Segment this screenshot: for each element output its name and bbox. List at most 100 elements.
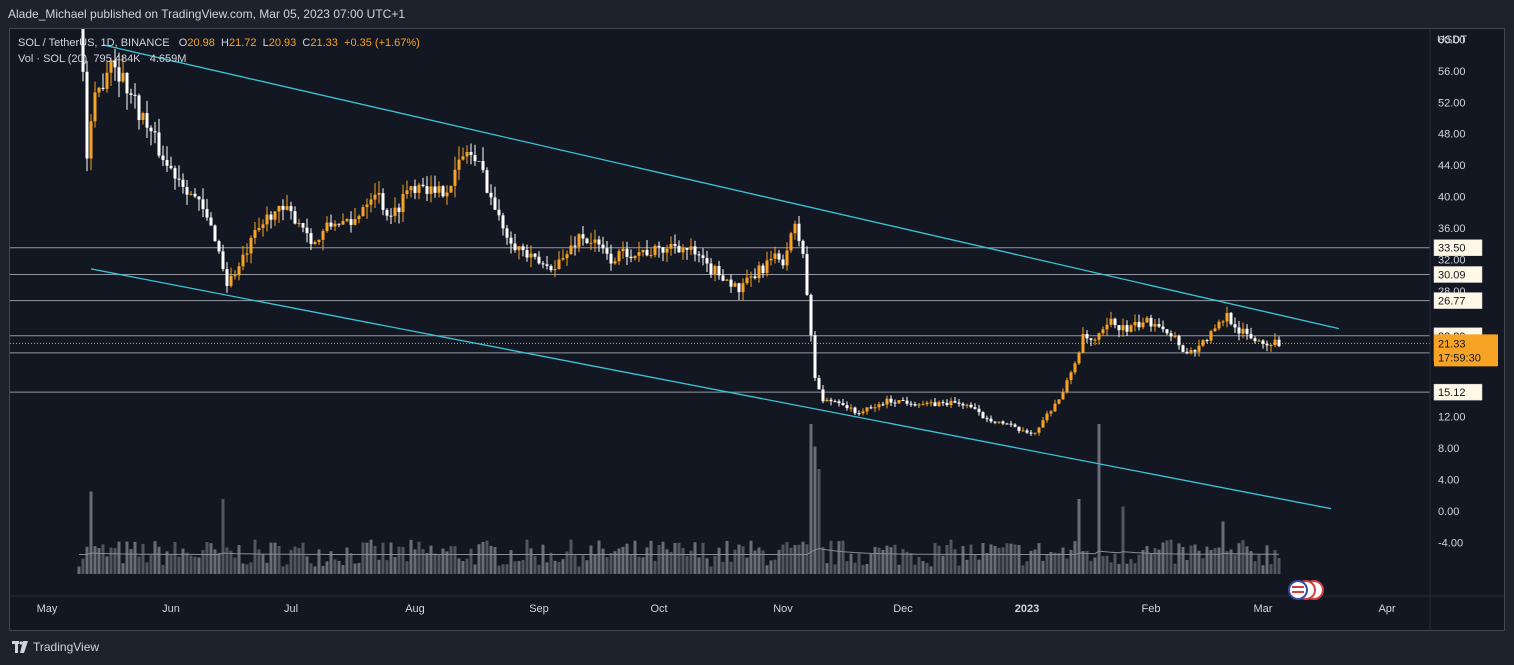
candle-body <box>441 186 445 197</box>
candle-body <box>1209 331 1213 341</box>
volume-bar <box>601 548 605 574</box>
symbol-label[interactable]: SOL / TetherUS, 1D, BINANCE <box>18 37 170 49</box>
candle-body <box>93 92 97 122</box>
volume-bar <box>309 563 313 574</box>
candle-body <box>1217 321 1221 329</box>
candle-body <box>173 168 177 179</box>
volume-bar <box>713 555 717 574</box>
candle-body <box>225 269 229 286</box>
candle-body <box>585 238 589 244</box>
volume-bar <box>1033 549 1037 574</box>
publish-info: Alade_Michael published on TradingView.c… <box>8 7 406 21</box>
news-flag-icon[interactable] <box>1288 580 1308 600</box>
level-tag[interactable] <box>1433 266 1483 283</box>
channel-line-lower[interactable] <box>90 268 1332 510</box>
volume-bar <box>1217 547 1221 574</box>
level-tag[interactable] <box>1433 239 1483 256</box>
volume-bar <box>97 548 101 574</box>
volume-bar <box>165 551 169 574</box>
candle-body <box>661 247 665 253</box>
volume-bar <box>873 546 877 574</box>
candle-body <box>1101 329 1105 334</box>
candle-body <box>749 276 753 278</box>
tradingview-logo[interactable]: TradingView <box>12 640 99 654</box>
candle-body <box>1173 336 1177 338</box>
candle-body <box>901 400 905 402</box>
volume-bar <box>113 548 117 574</box>
level-tag-label: 26.77 <box>1438 296 1466 308</box>
volume-bar <box>413 549 417 574</box>
candle-body <box>677 245 681 253</box>
volume-bar <box>285 564 289 574</box>
volume-bar <box>617 548 621 574</box>
candle-body <box>1065 380 1069 393</box>
candle-body <box>185 187 189 195</box>
time-axis[interactable]: May Jun Jul Aug Sep Oct Nov Dec 2023 Feb Mar Apr <box>10 595 1505 615</box>
candle-body <box>649 255 653 257</box>
candle-body <box>269 214 273 220</box>
candle-body <box>621 248 625 252</box>
candle-body <box>1021 430 1025 432</box>
candle-body <box>1069 372 1073 381</box>
volume-bar <box>925 563 929 574</box>
candle-body <box>449 185 453 193</box>
candle-body <box>1017 426 1021 432</box>
candle-body <box>253 230 257 238</box>
volume-bar <box>425 553 429 574</box>
candle-body <box>853 407 857 414</box>
volume-bar <box>673 542 677 574</box>
candle-body <box>673 244 677 246</box>
channel-lines[interactable] <box>90 44 1340 510</box>
candle-body <box>297 223 301 225</box>
candle-body <box>897 400 901 404</box>
candle-body <box>421 184 425 187</box>
candle-body <box>389 215 393 217</box>
channel-line-upper[interactable] <box>102 44 1340 330</box>
y-tick-label: 36.00 <box>1438 223 1466 235</box>
candle-body <box>761 265 765 273</box>
tradingview-brand: TradingView <box>33 640 100 654</box>
price-axis[interactable]: 60.00 56.00 52.00 48.00 44.00 40.00 36.00 32.00… <box>1429 29 1498 631</box>
volume-ma-line <box>79 547 1279 555</box>
volume-bar <box>301 542 305 574</box>
candle-body <box>473 155 477 162</box>
candle-body <box>1109 318 1113 325</box>
volume-bar <box>241 563 245 574</box>
volume-bar <box>293 546 297 574</box>
candle-body <box>885 398 889 405</box>
volume-bar <box>1229 549 1233 574</box>
candle-body <box>109 60 113 73</box>
volume-bar <box>509 550 513 574</box>
candle-body <box>129 93 133 95</box>
volume-bar <box>921 561 925 574</box>
y-tick-label: 48.00 <box>1438 129 1466 141</box>
level-tag[interactable] <box>1433 383 1483 401</box>
volume-bar <box>965 559 969 574</box>
candle-body <box>1053 403 1057 412</box>
volume-bar <box>93 546 97 574</box>
news-badges[interactable] <box>1288 580 1324 600</box>
candle-body <box>301 223 305 228</box>
volume-label[interactable]: Vol · SOL (20) <box>18 53 88 65</box>
volume-bar <box>1013 544 1017 574</box>
volume-bar <box>1181 546 1185 574</box>
level-tag[interactable] <box>1433 292 1483 309</box>
volume-bar <box>1085 551 1089 574</box>
chart-frame[interactable]: 60.00 56.00 52.00 48.00 44.00 40.00 36.00 32.00… <box>9 28 1505 631</box>
candle-body <box>1165 329 1169 334</box>
current-price-tag[interactable] <box>1434 334 1498 367</box>
candle-body <box>457 159 461 170</box>
volume-bar <box>445 551 449 574</box>
volume-bar <box>245 564 249 574</box>
volume-bar <box>1101 555 1105 574</box>
candle-body <box>1137 321 1141 328</box>
price-chart[interactable]: 60.00 56.00 52.00 48.00 44.00 40.00 36.00 32.00… <box>10 29 1505 631</box>
candle-body <box>325 222 329 231</box>
volume-bar <box>745 557 749 574</box>
volume-bar <box>725 540 729 574</box>
volume-bar <box>213 549 217 574</box>
candle-body <box>213 225 217 242</box>
volume-bar <box>1061 547 1065 574</box>
volume-bar <box>753 550 757 574</box>
volume-bar <box>449 546 453 574</box>
